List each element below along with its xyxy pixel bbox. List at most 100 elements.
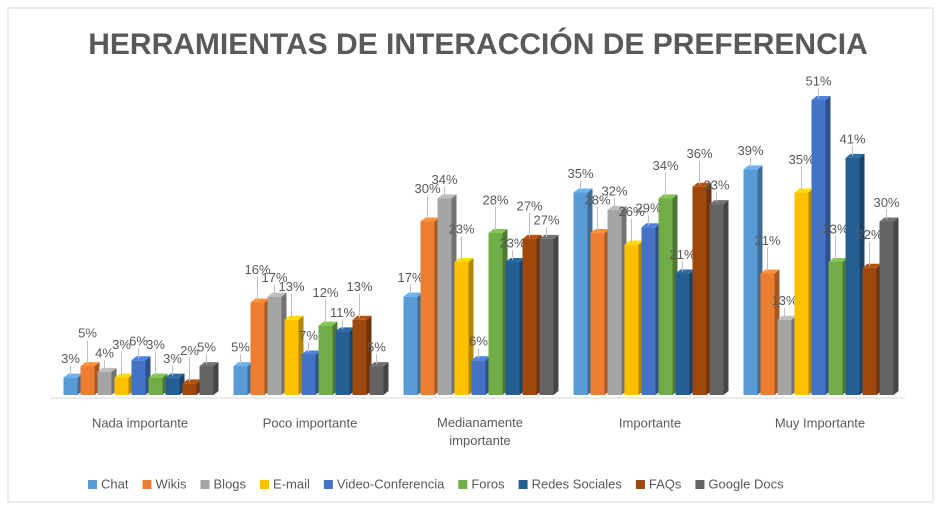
data-label: 3%	[61, 351, 80, 366]
data-label: 23%	[499, 235, 525, 250]
bar	[692, 186, 707, 395]
bar-top	[539, 234, 559, 239]
bar-top	[250, 298, 270, 303]
legend-swatch	[635, 480, 645, 489]
bar-top	[267, 292, 287, 297]
legend-label: Google Docs	[708, 476, 784, 491]
bar-top	[335, 327, 355, 332]
data-label: 35%	[567, 166, 593, 181]
bar-top	[624, 240, 644, 245]
bar	[590, 233, 605, 395]
data-label: 13%	[346, 279, 372, 294]
data-label: 6%	[129, 334, 148, 349]
bar	[165, 377, 180, 395]
bar-top	[63, 373, 83, 378]
bar-top	[420, 217, 440, 222]
bar	[845, 157, 860, 395]
bar-side	[213, 362, 219, 395]
bar	[131, 360, 146, 395]
bar	[811, 100, 826, 395]
data-label: 22%	[856, 227, 882, 242]
data-label: 16%	[244, 262, 270, 277]
bar	[573, 192, 588, 395]
x-tick-label: Medianamente importante	[437, 415, 523, 448]
data-label: 3%	[112, 337, 131, 352]
bar-side	[383, 362, 389, 395]
bar	[182, 383, 197, 395]
data-label: 30%	[873, 195, 899, 210]
legend-label: Foros	[471, 476, 505, 491]
data-label: 3%	[163, 351, 182, 366]
data-label: 21%	[669, 247, 695, 262]
bar	[777, 319, 792, 395]
bar	[471, 360, 486, 395]
bar	[250, 302, 265, 395]
bar-top	[641, 223, 661, 228]
legend-swatch	[323, 480, 333, 489]
bar-top	[845, 153, 865, 158]
data-label: 6%	[469, 334, 488, 349]
bar	[794, 192, 809, 395]
bar	[80, 366, 95, 395]
bar	[624, 244, 639, 395]
bar-top	[862, 263, 882, 268]
data-label: 11%	[330, 305, 355, 320]
x-tick-label-line: importante	[449, 433, 510, 448]
bar-top	[488, 229, 508, 234]
data-label: 39%	[737, 143, 763, 158]
legend-swatch	[200, 480, 210, 489]
bar	[420, 221, 435, 395]
legend-label: FAQs	[649, 476, 682, 491]
bar-top	[301, 350, 321, 355]
data-label: 26%	[618, 204, 644, 219]
data-label: 35%	[788, 152, 814, 167]
bar	[641, 227, 656, 395]
legend-swatch	[518, 480, 528, 489]
bar-top	[658, 194, 678, 199]
data-label: 33%	[703, 178, 729, 193]
bar-top	[522, 234, 542, 239]
bar-top	[148, 373, 168, 378]
data-label: 5%	[231, 340, 250, 355]
data-label: 2%	[180, 343, 199, 358]
legend-label: Video-Conferencia	[337, 476, 445, 491]
bar	[539, 238, 554, 395]
bar-top	[760, 269, 780, 274]
x-tick-label: Poco importante	[263, 415, 358, 430]
data-label: 21%	[754, 233, 780, 248]
bar-side	[723, 200, 729, 395]
bar-top	[97, 367, 117, 372]
bar-top	[573, 188, 593, 193]
bar	[828, 261, 843, 395]
bar-top	[607, 205, 627, 210]
bar-top	[692, 182, 712, 187]
data-label: 28%	[584, 192, 610, 207]
bar	[284, 319, 299, 395]
legend-label: Chat	[101, 476, 129, 491]
bar-top	[879, 217, 899, 222]
data-label: 41%	[839, 131, 865, 146]
data-label: 51%	[805, 73, 831, 88]
bar	[709, 204, 724, 395]
bar-top	[199, 362, 219, 367]
bar-top	[369, 362, 389, 367]
x-tick-label-line: Medianamente	[437, 415, 523, 430]
bar-top	[590, 229, 610, 234]
bar-top	[811, 96, 831, 100]
bar	[267, 296, 282, 395]
bar-top	[131, 356, 151, 361]
bar	[522, 238, 537, 395]
bar-top	[794, 188, 814, 193]
chart-border	[7, 7, 934, 503]
bar	[607, 209, 622, 395]
bar-top	[182, 379, 202, 384]
data-label: 32%	[601, 183, 627, 198]
bar	[148, 377, 163, 395]
bar-top	[709, 200, 729, 205]
data-label: 27%	[533, 212, 559, 227]
bar	[97, 371, 112, 395]
bar	[369, 366, 384, 395]
bar-top	[233, 362, 253, 367]
bar	[335, 331, 350, 395]
